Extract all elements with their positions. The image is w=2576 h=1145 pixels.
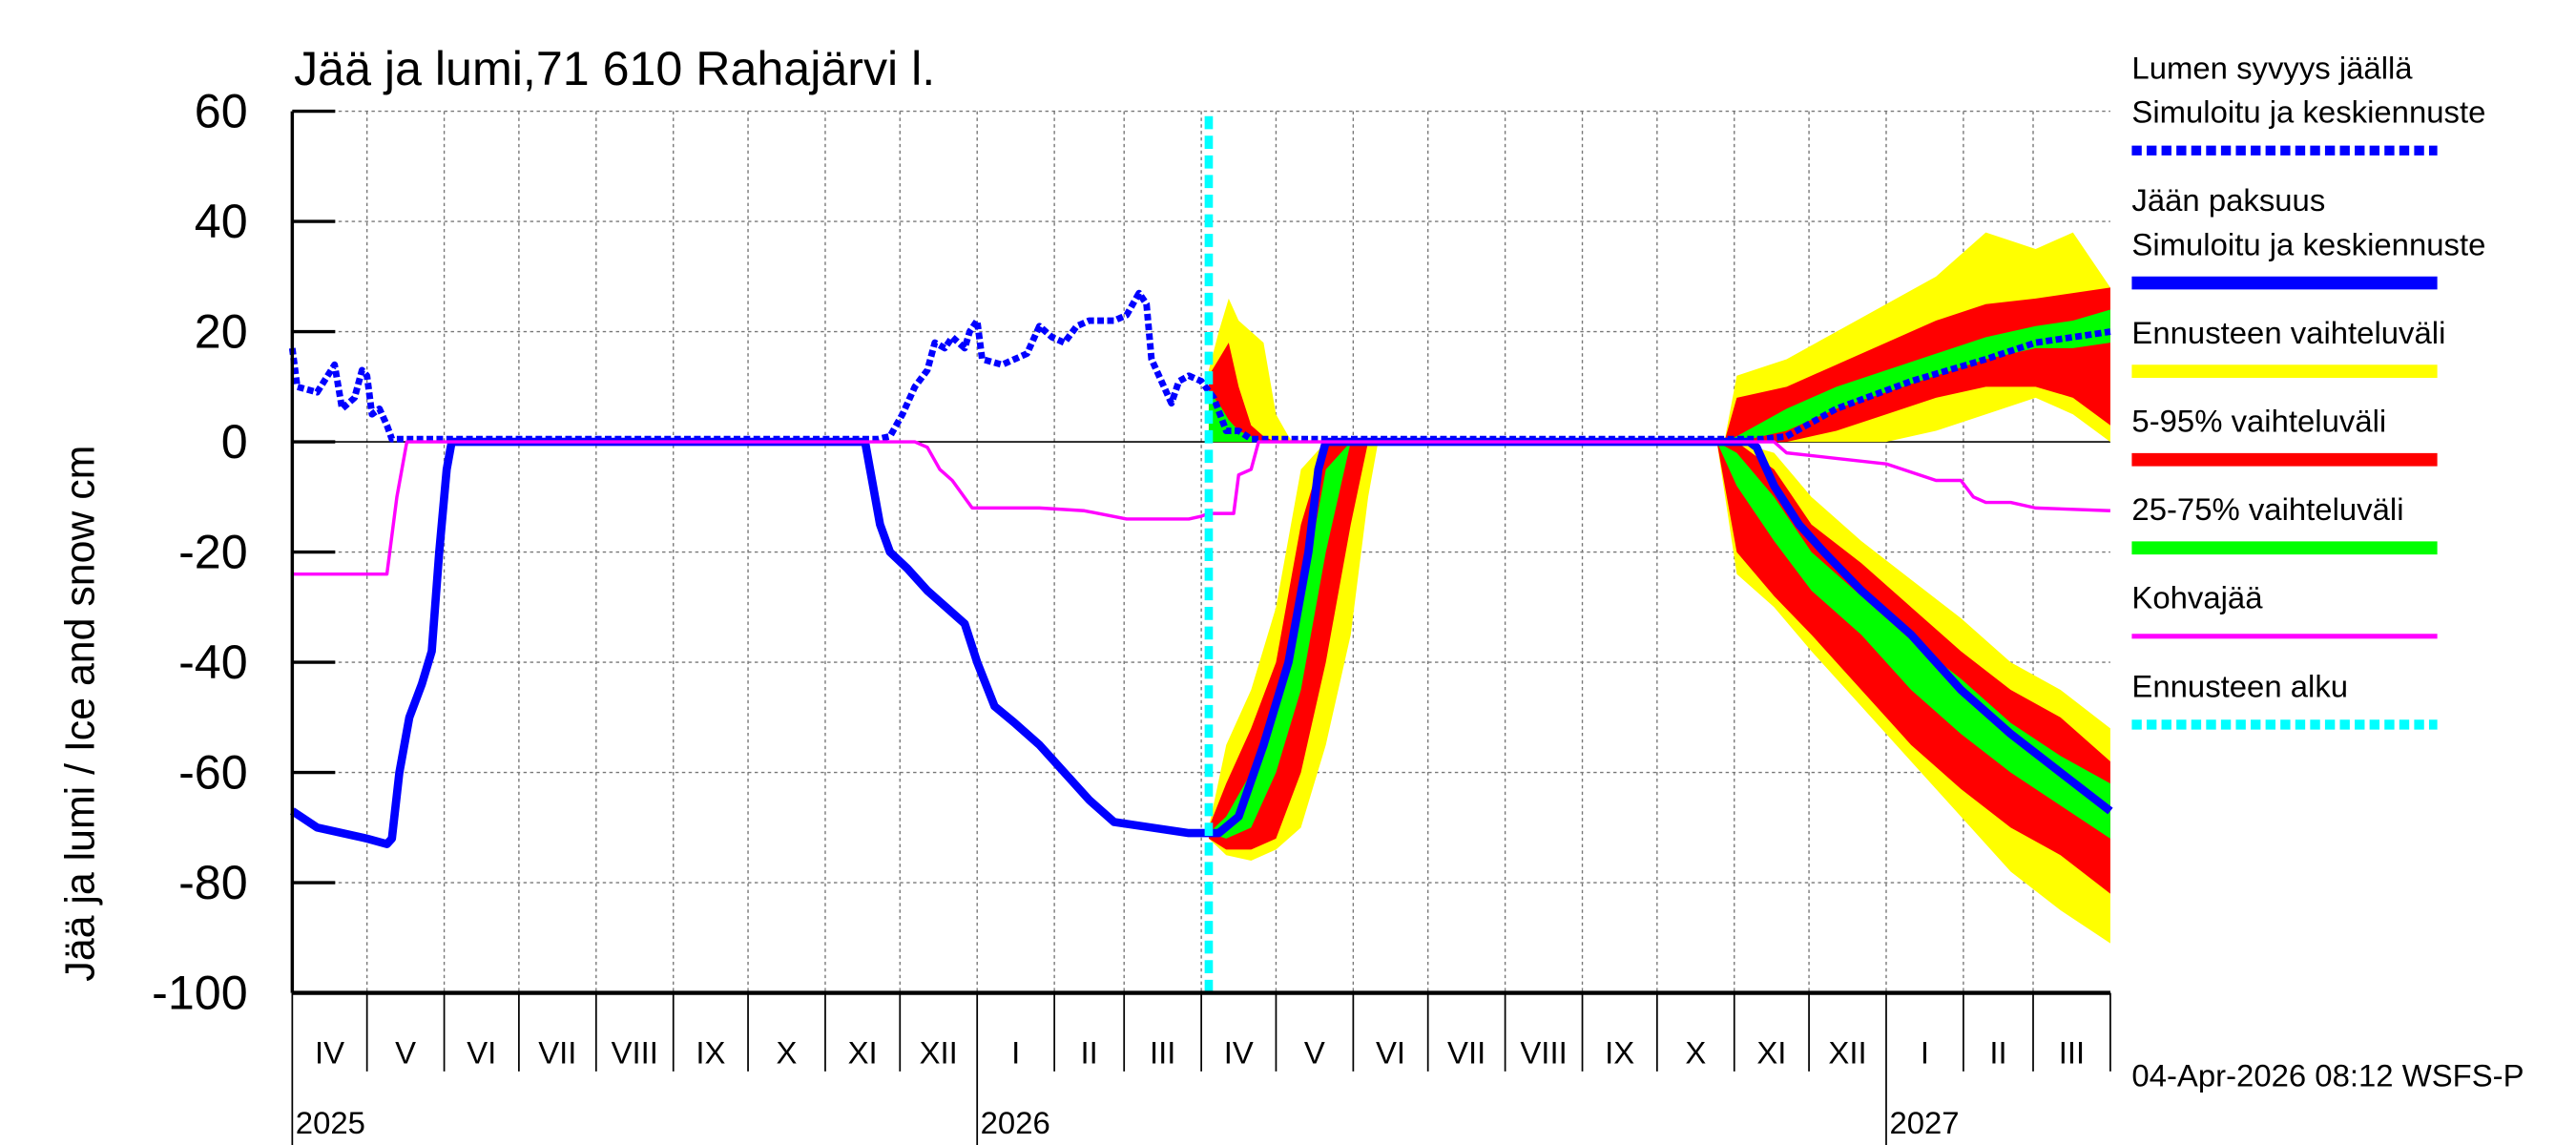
x-month-label: I: [1011, 1034, 1020, 1070]
y-tick-label: 0: [221, 415, 248, 468]
x-year-label: 2027: [1889, 1105, 1959, 1140]
x-month-label: X: [1685, 1034, 1706, 1070]
x-month-label: VIII: [1520, 1034, 1567, 1070]
autumn-snow-green-band: [1724, 309, 2110, 443]
x-month-label: X: [777, 1034, 798, 1070]
series-line-slush-ice: [292, 440, 2110, 576]
x-month-label: VI: [467, 1034, 496, 1070]
legend-label: Ennusteen alku: [2131, 668, 2348, 703]
x-month-label: IX: [696, 1034, 725, 1070]
legend-label: Ennusteen vaihteluväli: [2131, 315, 2445, 350]
x-month-label: XI: [1756, 1034, 1786, 1070]
legend-label: 5-95% vaihteluväli: [2131, 404, 2386, 439]
x-month-label: II: [1989, 1034, 2006, 1070]
chart-title: Jää ja lumi,71 610 Rahajärvi l.: [294, 42, 935, 95]
x-month-label: IX: [1605, 1034, 1634, 1070]
x-month-label: III: [1150, 1034, 1175, 1070]
series-line-ice-thickness: [289, 437, 2113, 848]
legend-label: Simuloitu ja keskiennuste: [2131, 94, 2485, 130]
legend-label: Lumen syvyys jäällä: [2131, 50, 2413, 85]
legend-label: Jään paksuus: [2131, 182, 2325, 218]
y-tick-label: -100: [152, 967, 247, 1020]
x-month-label: I: [1921, 1034, 1929, 1070]
x-month-label: II: [1081, 1034, 1098, 1070]
spring-snow-red-band: [1208, 343, 1294, 443]
series-line-snow-depth: [288, 289, 2111, 443]
x-month-label: VIII: [612, 1034, 658, 1070]
legend-label: Kohvajää: [2131, 580, 2263, 615]
x-month-label: IV: [1224, 1034, 1254, 1070]
y-tick-label: -80: [178, 856, 248, 909]
y-tick-label: -40: [178, 635, 248, 689]
legend-label: 25-75% vaihteluväli: [2131, 491, 2403, 527]
y-tick-label: 60: [195, 85, 248, 138]
y-tick-label: 20: [195, 305, 248, 359]
x-month-label: IV: [315, 1034, 344, 1070]
x-month-label: XI: [848, 1034, 878, 1070]
x-month-label: V: [1304, 1034, 1325, 1070]
footer-timestamp: 04-Apr-2026 08:12 WSFS-P: [2131, 1057, 2524, 1093]
x-year-label: 2025: [296, 1105, 365, 1140]
x-month-label: VII: [1447, 1034, 1485, 1070]
y-tick-label: -20: [178, 526, 248, 579]
x-month-label: XII: [920, 1034, 958, 1070]
x-month-label: XII: [1828, 1034, 1866, 1070]
x-year-label: 2026: [981, 1105, 1050, 1140]
y-tick-label: -60: [178, 746, 248, 800]
x-month-label: VII: [538, 1034, 576, 1070]
y-tick-label: 40: [195, 195, 248, 248]
y-axis-label: Jää ja lumi / Ice and snow cm: [57, 446, 103, 982]
legend-label: Simuloitu ja keskiennuste: [2131, 227, 2485, 262]
x-month-label: III: [2059, 1034, 2085, 1070]
x-month-label: VI: [1376, 1034, 1405, 1070]
x-month-label: V: [395, 1034, 416, 1070]
